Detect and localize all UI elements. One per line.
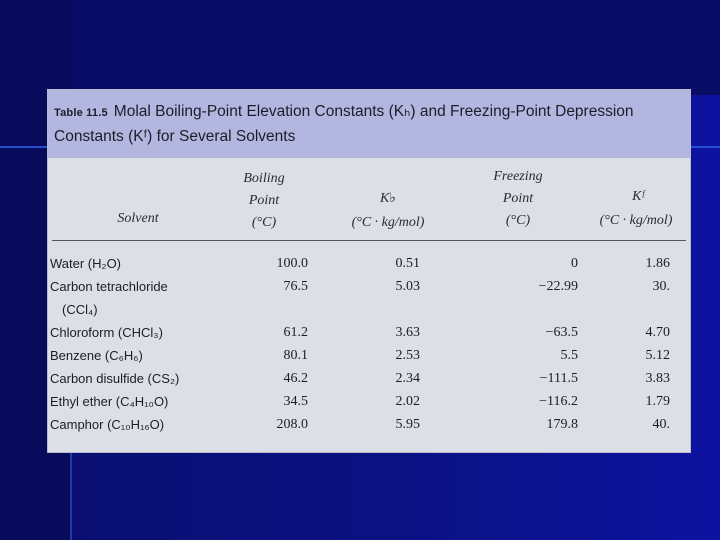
cell-freezing-point: 179.8 <box>546 417 579 432</box>
header-kf-line-1: Kᶠ <box>632 189 644 204</box>
cell-solvent: Ethyl ether (C₄H₁₀O) <box>50 394 169 409</box>
table-row: Carbon tetrachloride 76.5 5.03 −22.99 30… <box>48 276 690 298</box>
cell-solvent: Carbon disulfide (CS₂) <box>50 371 180 386</box>
header-bp-line-3: (°C) <box>251 215 277 230</box>
cell-solvent: Benzene (C₆H₆) <box>50 348 143 363</box>
cell-freezing-point: −63.5 <box>545 325 578 340</box>
cell-kb: 0.51 <box>395 256 421 271</box>
cell-freezing-point: 0 <box>571 256 578 271</box>
cell-kb: 2.02 <box>395 394 421 409</box>
cell-freezing-point: −116.2 <box>539 394 578 409</box>
table-row: Camphor (C₁₀H₁₆O) 208.0 5.95 179.8 40. <box>48 414 690 436</box>
cell-solvent: (CCl₄) <box>62 302 98 317</box>
header-fp-line-3: (°C) <box>505 213 531 228</box>
table-row: Carbon disulfide (CS₂) 46.2 2.34 −111.5 … <box>48 368 690 390</box>
data-table: Table 11.5 Molal Boiling-Point Elevation … <box>48 90 690 452</box>
header-solvent: Solvent <box>117 211 159 226</box>
cell-freezing-point: 5.5 <box>560 348 579 363</box>
table-row: Benzene (C₆H₆) 80.1 2.53 5.5 5.12 <box>48 345 690 367</box>
header-fp-line-2: Point <box>502 191 534 206</box>
table-title-line-2: Constants (Kᶠ) for Several Solvents <box>54 128 296 145</box>
header-kb-line-1: K♭ <box>380 191 396 206</box>
table-caption: Table 11.5 Molal Boiling-Point Elevation … <box>48 90 690 158</box>
caption-line-1: Table 11.5 Molal Boiling-Point Elevation … <box>54 102 634 121</box>
cell-boiling-point: 208.0 <box>276 417 309 432</box>
cell-boiling-point: 46.2 <box>283 371 309 386</box>
cell-kb: 5.95 <box>395 417 421 432</box>
table-row: (CCl₄) <box>48 299 690 321</box>
header-fp-line-1: Freezing <box>493 169 543 184</box>
cell-kb: 3.63 <box>395 325 421 340</box>
header-bp-line-2: Point <box>248 193 280 208</box>
cell-kb: 2.34 <box>395 371 421 386</box>
cell-solvent: Chloroform (CHCl₃) <box>50 325 163 340</box>
cell-boiling-point: 61.2 <box>283 325 309 340</box>
table-title-line-1: Molal Boiling-Point Elevation Constants … <box>113 103 634 120</box>
cell-freezing-point: −111.5 <box>539 371 578 386</box>
table-label: Table 11.5 <box>54 107 108 119</box>
cell-boiling-point: 100.0 <box>276 256 309 271</box>
cell-kf: 3.83 <box>645 371 671 386</box>
cell-boiling-point: 80.1 <box>283 348 309 363</box>
header-kb-line-2: (°C · kg/mol) <box>351 215 425 230</box>
cell-kf: 4.70 <box>645 325 671 340</box>
cell-kf: 40. <box>652 417 671 432</box>
cell-kb: 5.03 <box>395 279 421 294</box>
table-row: Ethyl ether (C₄H₁₀O) 34.5 2.02 −116.2 1.… <box>48 391 690 413</box>
cell-solvent: Carbon tetrachloride <box>50 279 168 294</box>
header-divider <box>52 240 686 241</box>
header-kf-line-2: (°C · kg/mol) <box>599 213 673 228</box>
cell-solvent: Camphor (C₁₀H₁₆O) <box>50 417 165 432</box>
cell-boiling-point: 34.5 <box>283 394 309 409</box>
cell-kf: 1.86 <box>645 256 671 271</box>
cell-kf: 5.12 <box>645 348 671 363</box>
table-row: Water (H₂O) 100.0 0.51 0 1.86 <box>48 253 690 275</box>
cell-kb: 2.53 <box>395 348 421 363</box>
cell-solvent: Water (H₂O) <box>50 256 122 271</box>
table-row: Chloroform (CHCl₃) 61.2 3.63 −63.5 4.70 <box>48 322 690 344</box>
cell-kf: 1.79 <box>645 394 671 409</box>
cell-boiling-point: 76.5 <box>283 279 309 294</box>
cell-freezing-point: −22.99 <box>538 279 578 294</box>
header-bp-line-1: Boiling <box>243 171 285 186</box>
slide-top-band <box>0 0 720 95</box>
cell-kf: 30. <box>652 279 671 294</box>
